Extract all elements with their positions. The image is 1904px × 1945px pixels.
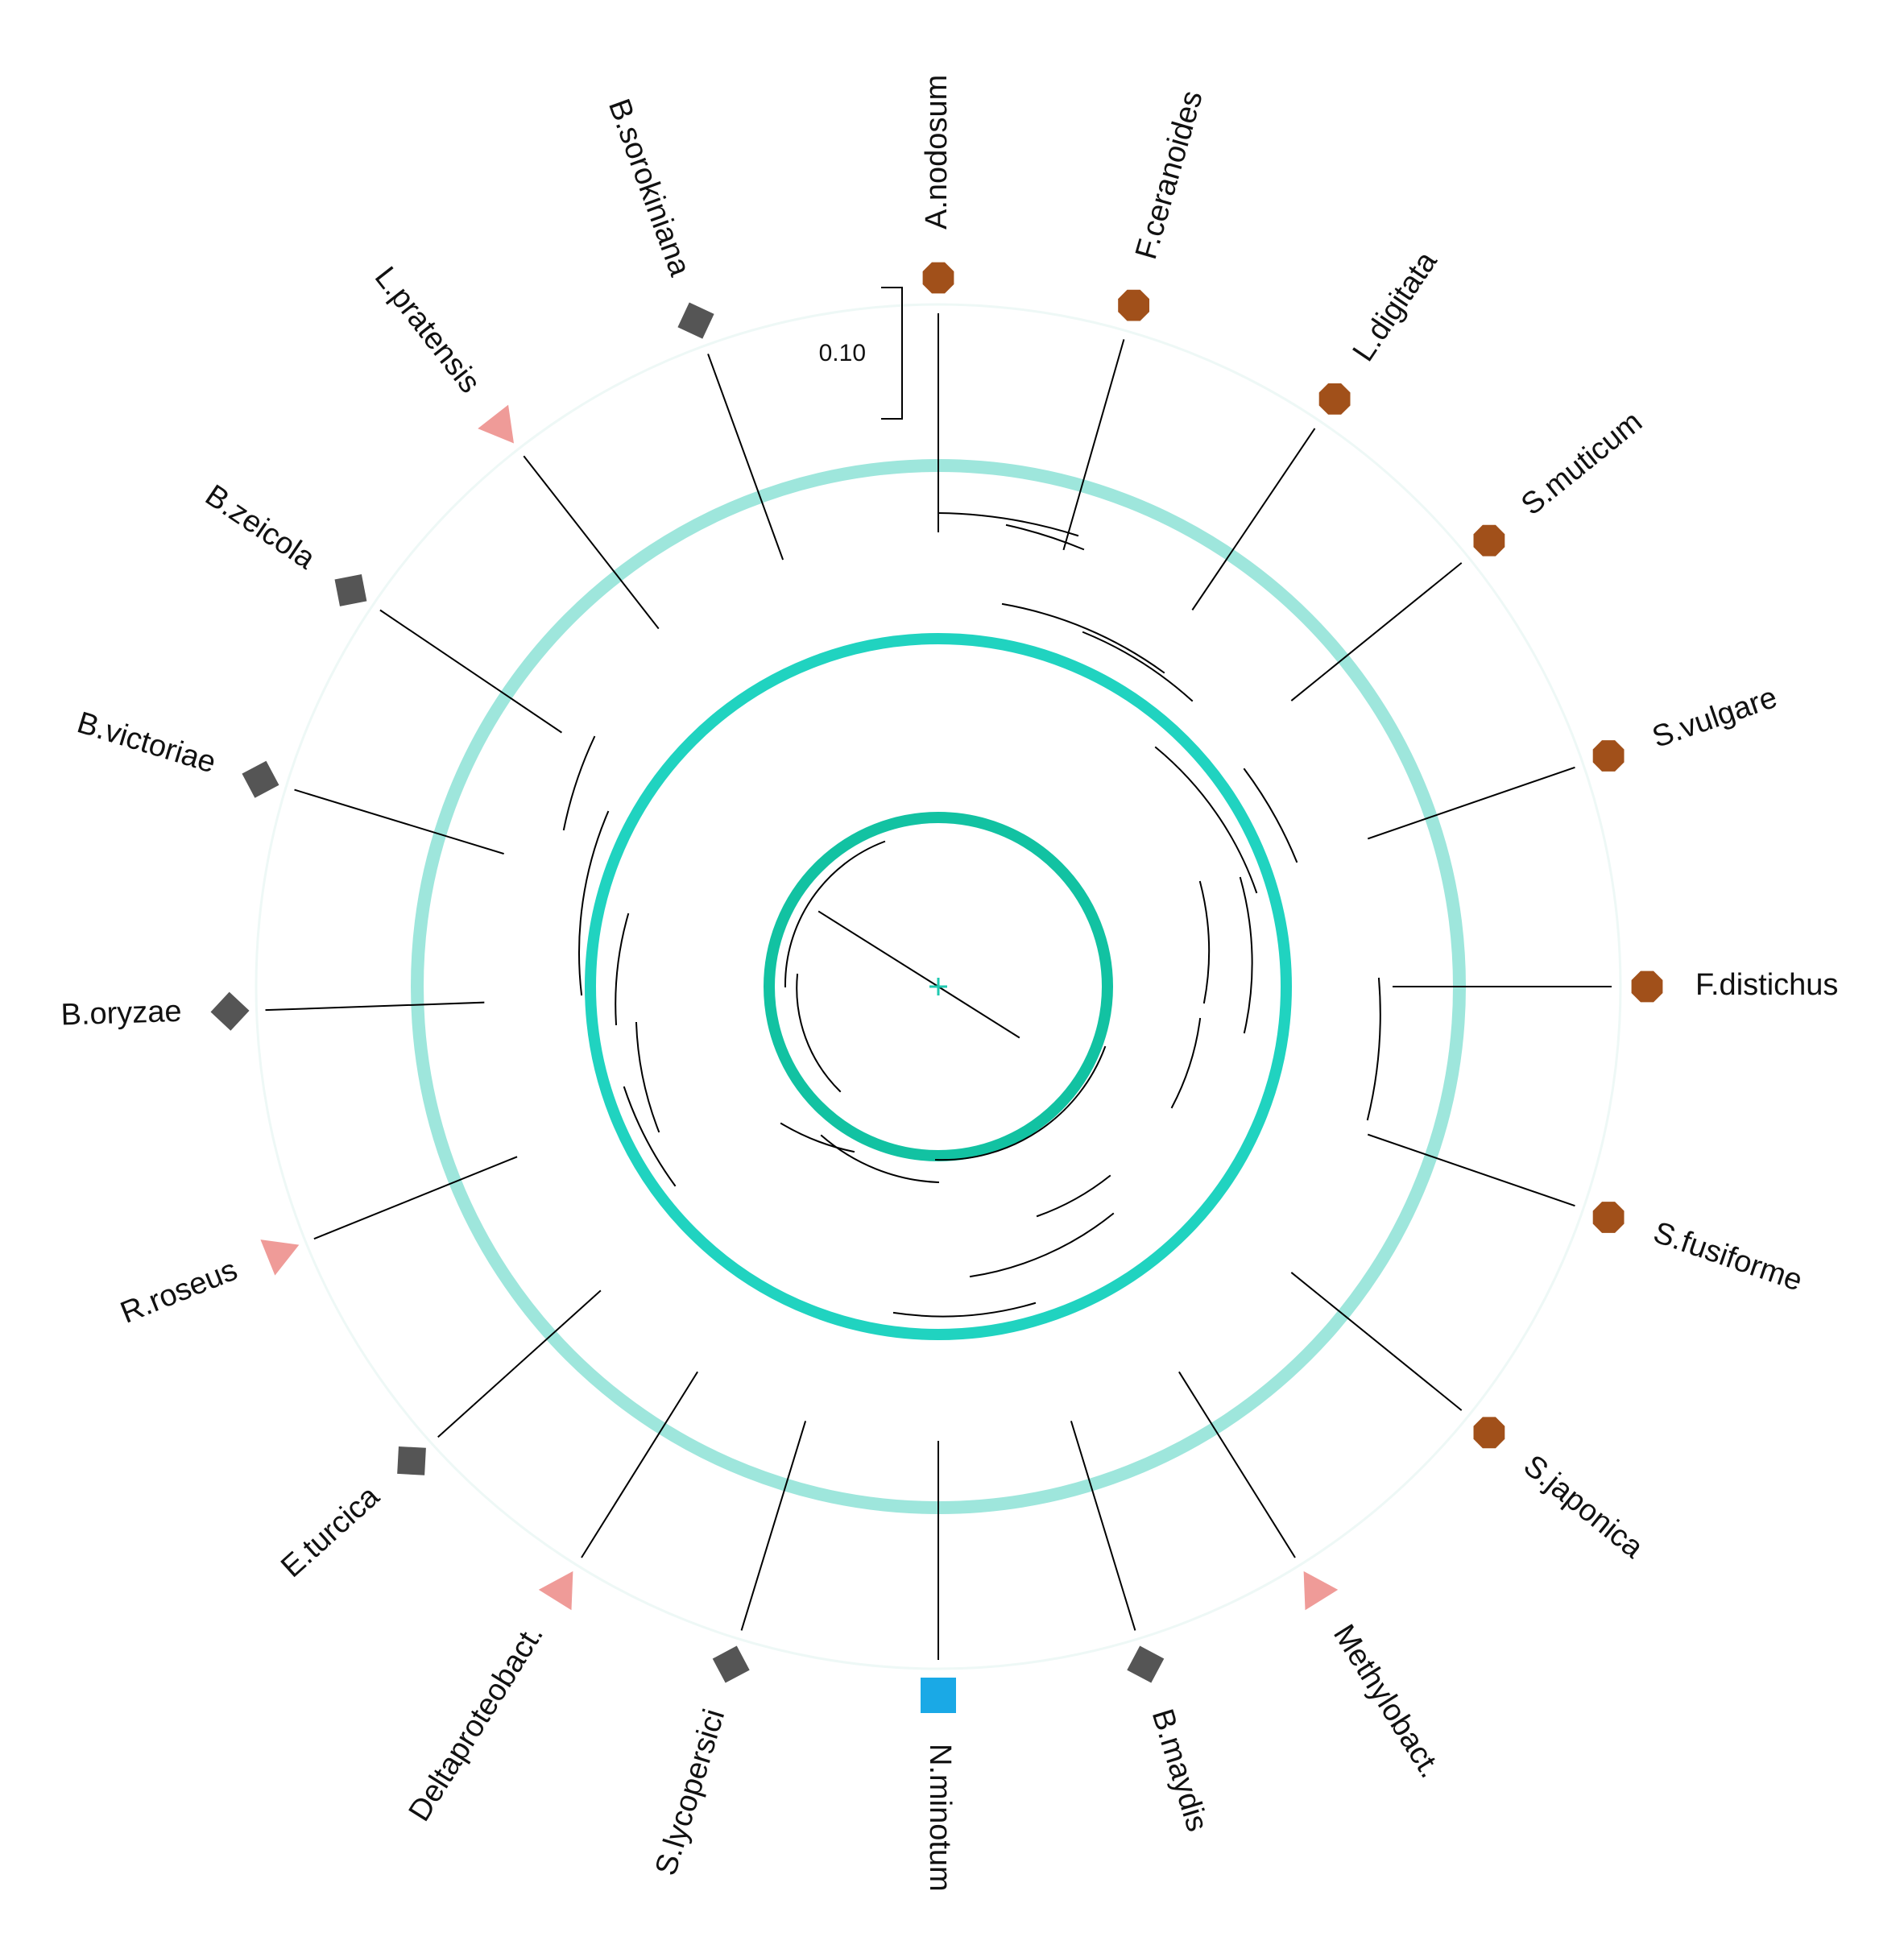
inner-arc <box>820 1134 940 1184</box>
tip-label-f-distichus: F.distichus <box>1695 968 1838 1002</box>
tip-label-a-nodosum: A.nodosum <box>920 75 954 230</box>
tip-label-f-ceranoides: F.ceranoides <box>1129 87 1210 263</box>
tip-label-n-minotum: N.minotum <box>923 1744 957 1892</box>
tip-branch-s-vulgare <box>1367 766 1575 840</box>
tip-branch-l-digitata <box>1191 428 1316 610</box>
circle-marker-a-nodosum <box>922 262 954 294</box>
inner-arc <box>934 1045 1107 1161</box>
tip-label-l-digitata: L.digitata <box>1347 245 1445 367</box>
tip-branch-b-sorokiniana <box>707 354 784 561</box>
tip-label-methylobact: Methylobact. <box>1327 1619 1447 1784</box>
tip-label-b-maydis: B.maydis <box>1145 1705 1215 1835</box>
tip-label-deltaproteobact: Deltaproteobact. <box>403 1619 550 1827</box>
tip-label-s-lycopersici: S.lycopersici <box>649 1705 732 1879</box>
inner-arc <box>1036 1174 1111 1218</box>
diamond-marker-b-oryzae <box>210 991 250 1031</box>
inner-arc <box>1005 523 1085 551</box>
circle-marker-s-fusiforme <box>1592 1202 1625 1233</box>
diamond-marker-b-maydis <box>1127 1645 1165 1683</box>
triangle-marker-r-roseus <box>260 1239 300 1276</box>
tip-label-l-pratensis: L.pratensis <box>368 261 487 399</box>
inner-arc <box>1082 631 1194 702</box>
inner-arc <box>1154 746 1258 894</box>
circle-marker-f-distichus <box>1631 970 1663 1003</box>
diamond-marker-b-zeicola <box>334 573 367 606</box>
root-marker <box>929 978 947 995</box>
inner-arc <box>1170 1017 1202 1109</box>
tip-branch-l-pratensis <box>523 455 660 630</box>
tip-label-b-oryzae: B.oryzae <box>60 995 182 1033</box>
circle-marker-f-ceranoides <box>1118 289 1149 321</box>
inner-arc <box>780 1122 855 1153</box>
triangle-marker-l-pratensis <box>478 404 514 444</box>
inner-arc <box>635 1021 660 1133</box>
scale-bar: 0.10 <box>819 287 903 420</box>
inner-arc <box>796 973 842 1093</box>
inner-arc <box>1366 977 1381 1121</box>
triangle-marker-methylobact <box>1303 1570 1339 1611</box>
tree-leaves: A.nodosum F.ceranoides L.digitata S.muticum… <box>60 75 1838 1892</box>
tip-branch-s-lycopersici <box>740 1421 807 1631</box>
tip-branch-r-roseus <box>313 1156 518 1240</box>
diamond-marker-b-victoriae <box>242 760 279 798</box>
inner-arc <box>623 1086 677 1187</box>
tip-branch-s-muticum <box>1290 562 1463 701</box>
inner-arc <box>969 1212 1115 1278</box>
diamond-marker-s-lycopersici <box>712 1645 750 1683</box>
inner-arc <box>1239 876 1253 1034</box>
tip-label-s-muticum: S.muticum <box>1515 405 1649 523</box>
inner-arc <box>577 810 610 996</box>
inner-arc <box>562 735 596 831</box>
tip-label-s-vulgare: S.vulgare <box>1648 681 1781 755</box>
tip-branch-b-maydis <box>1070 1421 1136 1631</box>
tip-branch-e-turcica <box>437 1289 602 1438</box>
tip-branch-s-japonica <box>1290 1272 1463 1411</box>
square-marker-n-minotum <box>921 1678 956 1713</box>
root-trunk <box>817 910 940 988</box>
tip-branch-f-ceranoides <box>1062 339 1125 551</box>
inner-arc <box>1243 768 1298 863</box>
inner-arc <box>1198 880 1211 1004</box>
tip-branch-b-victoriae <box>294 788 504 855</box>
inner-arc <box>937 511 1079 537</box>
ring-middle <box>585 633 1292 1340</box>
tip-branch-deltaproteobact <box>581 1371 698 1558</box>
tip-label-s-japonica: S.japonica <box>1517 1449 1650 1566</box>
tree-branches <box>562 511 1381 1318</box>
tip-branch-s-fusiforme <box>1367 1133 1575 1207</box>
tip-label-b-victoriae: B.victoriae <box>73 706 220 780</box>
circle-marker-s-japonica <box>1473 1417 1505 1449</box>
circle-marker-s-muticum <box>1473 524 1505 557</box>
tip-label-e-turcica: E.turcica <box>275 1479 387 1584</box>
circle-marker-s-vulgare <box>1592 740 1625 772</box>
inner-arc <box>784 840 886 988</box>
inner-arc <box>1001 602 1165 674</box>
tip-label-b-zeicola: B.zeicola <box>199 478 321 577</box>
outer-guide-circle <box>255 303 1622 1670</box>
tip-label-r-roseus: R.roseus <box>116 1253 242 1330</box>
diamond-marker-e-turcica <box>397 1446 426 1475</box>
tip-branch-b-zeicola <box>379 609 562 734</box>
root-stem <box>937 985 1020 1039</box>
inner-arc <box>615 912 630 1026</box>
diamond-marker-b-sorokiniana <box>677 302 714 339</box>
triangle-marker-deltaproteobact <box>538 1570 573 1611</box>
tip-label-s-fusiforme: S.fusiforme <box>1649 1215 1807 1297</box>
tip-label-b-sorokiniana: B.sorokiniana <box>602 94 697 281</box>
tip-branch-methylobact <box>1178 1371 1296 1558</box>
scale-bar-label: 0.10 <box>819 340 866 366</box>
inner-arc <box>892 1301 1037 1318</box>
ring-inner <box>764 812 1113 1161</box>
circle-marker-l-digitata <box>1318 383 1351 415</box>
scale-bar-line <box>881 287 903 420</box>
tip-branch-b-oryzae <box>265 1001 485 1012</box>
